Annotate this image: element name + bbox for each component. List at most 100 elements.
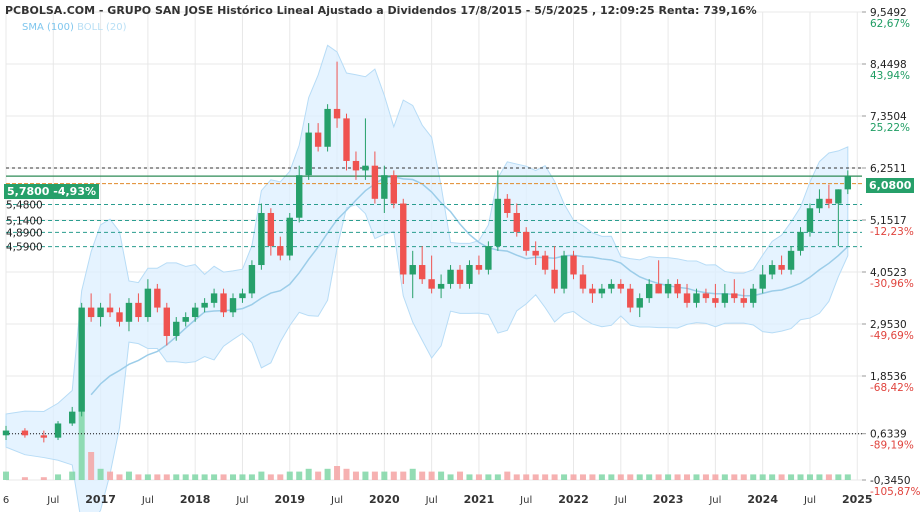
y-tick-pct: -49,69% (870, 330, 914, 342)
y-tick-label: 8,4498 (870, 59, 907, 71)
volume-bar (69, 471, 76, 480)
candle-body (437, 283, 445, 289)
volume-bar (239, 474, 246, 480)
volume-bar (731, 474, 738, 480)
x-tick-label: Jul (330, 495, 343, 506)
chart-title: PCBOLSA.COM - GRUPO SAN JOSE Histórico L… (5, 4, 757, 17)
volume-bar (466, 474, 473, 480)
y-tick-label: 6,2511 (870, 163, 907, 175)
volume-bar (570, 474, 577, 480)
candle-body (551, 269, 558, 289)
x-tick-label: 2025 (842, 493, 873, 506)
volume-bar (230, 474, 237, 480)
volume-bar (40, 477, 47, 480)
x-tick-label: 2021 (464, 493, 495, 506)
candle-body (627, 288, 634, 308)
candle-body (589, 288, 596, 294)
x-tick-label: 2020 (369, 493, 400, 506)
volume-bar (125, 471, 132, 480)
volume-bar (665, 474, 672, 480)
candle-body (466, 265, 473, 284)
candle-body (87, 307, 95, 318)
candle-body (2, 430, 10, 436)
candle-body (173, 321, 180, 336)
candle-body (314, 132, 322, 147)
volume-bar (409, 468, 416, 480)
x-tick-label: 2018 (180, 493, 211, 506)
volume-bar (608, 474, 615, 480)
candle-body (475, 265, 483, 270)
x-tick-label: Jul (708, 495, 721, 506)
candle-body (778, 265, 785, 270)
last-price-tag: 6,0800 (866, 178, 915, 193)
candle-body (210, 293, 218, 303)
candle-body (428, 279, 435, 289)
candle-body (674, 283, 681, 294)
candle-body (125, 302, 133, 322)
volume-bar (494, 474, 501, 480)
volume-bar (324, 468, 331, 480)
volume-bar (636, 474, 643, 480)
volume-bar (390, 471, 397, 480)
candle-body (494, 198, 502, 247)
volume-bar (144, 474, 151, 480)
volume-bar (835, 474, 842, 480)
volume-bar (55, 474, 62, 480)
indicator-legend: SMA (100) BOLL (20) (22, 22, 126, 33)
y-tick-label: 4,0523 (870, 267, 907, 279)
volume-bar (702, 474, 709, 480)
candle-body (617, 283, 625, 289)
volume-bar (542, 474, 549, 480)
candle-body (267, 212, 275, 247)
volume-bar (343, 468, 350, 480)
volume-bar (504, 471, 511, 480)
volume-bar (296, 471, 303, 480)
candle-body (731, 293, 738, 299)
candle-body (239, 293, 246, 299)
candle-body (296, 175, 303, 218)
candle-body (258, 212, 265, 266)
candle-body (693, 293, 700, 303)
candle-body (324, 108, 331, 147)
volume-bar (788, 474, 795, 480)
candle-body (541, 255, 549, 270)
volume-bar (248, 474, 255, 480)
x-axis: 6 Jul 2017 Jul 2018 Jul 2019 Jul 2020 Jul 2021 Jul 2… (3, 493, 873, 506)
volume-bar (305, 468, 312, 480)
volume-bar (97, 468, 104, 480)
x-tick-label: 2017 (85, 493, 116, 506)
candle-body (532, 250, 539, 256)
candle-body (513, 212, 520, 232)
volume-bar (712, 474, 719, 480)
candle-body (21, 430, 29, 436)
candle-body (191, 307, 199, 318)
candle-body (759, 274, 766, 289)
y-tick-pct: 43,94% (870, 70, 910, 82)
candle-body (97, 307, 104, 318)
volume-bar (154, 474, 161, 480)
candle-body (456, 269, 464, 284)
volume-bar (551, 474, 558, 480)
candle-body (485, 246, 492, 270)
volume-bar (532, 474, 539, 480)
candle-body (248, 265, 256, 294)
volume-bar (674, 474, 681, 480)
candle-body (69, 411, 76, 424)
candle-body (362, 165, 369, 171)
x-tick-label: Jul (425, 495, 438, 506)
y-tick-pct: 25,22% (870, 122, 910, 134)
volume-bar (598, 474, 605, 480)
volume-bar (646, 474, 653, 480)
candle-body (797, 231, 804, 251)
candle-body (381, 175, 388, 199)
candle-body (78, 307, 85, 412)
x-tick-label: Jul (46, 495, 59, 506)
candle-body (305, 132, 312, 176)
volume-bar (684, 474, 691, 480)
level-label: 4,8900 (6, 227, 43, 239)
candle-body (220, 293, 227, 313)
candle-body (277, 246, 284, 256)
volume-bar (778, 474, 785, 480)
x-tick-label: Jul (235, 495, 248, 506)
candle-body (163, 307, 170, 336)
